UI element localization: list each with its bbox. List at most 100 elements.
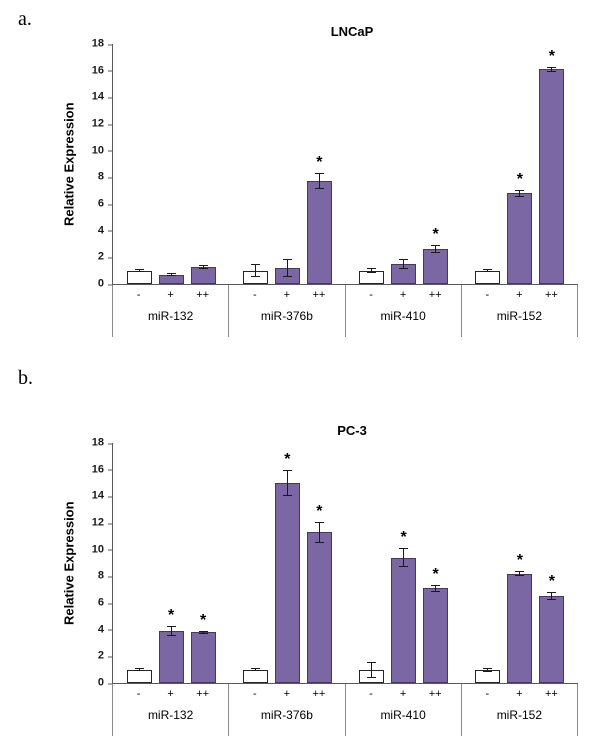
y-axis-title: Relative Expression: [61, 501, 77, 625]
bar-miR-152-1: [507, 573, 533, 683]
y-tick-label: 12: [91, 117, 113, 130]
condition-label: ++: [428, 688, 442, 700]
y-tick-label: 16: [91, 463, 113, 476]
panel-label-a: a.: [18, 8, 32, 30]
x-axis: - + ++ miR-132- + ++ miR-376b - + ++ miR-410- + ++ mi…: [112, 684, 578, 736]
y-tick-label: 2: [97, 649, 113, 662]
error-bar: [547, 592, 557, 601]
bar-miR-132-0: [126, 669, 152, 683]
y-tick-label: 0: [97, 277, 113, 290]
condition-row: - + ++: [113, 285, 228, 301]
error-bar: [367, 268, 377, 274]
y-tick-label: 10: [91, 144, 113, 157]
bar-group-miR-152: * *: [462, 443, 578, 683]
bar-miR-152-2: [539, 596, 565, 683]
error-bar: [250, 264, 260, 278]
x-group-miR-132: - + ++ miR-132: [112, 684, 228, 736]
condition-label: ++: [544, 289, 558, 301]
bar-miR-152-2: [539, 69, 565, 284]
y-tick-label: 14: [91, 489, 113, 502]
error-bar: [399, 548, 409, 567]
bar-slot: [242, 44, 268, 284]
y-tick-label: 6: [97, 197, 113, 210]
bar-group-miR-410: * *: [346, 443, 462, 683]
bar-miR-132-2: [190, 632, 216, 683]
bar-miR-410-2: [423, 249, 449, 284]
significance-asterisk: *: [284, 450, 291, 468]
y-tick-label: 2: [97, 250, 113, 263]
condition-row: - + ++: [346, 285, 461, 301]
condition-label: +: [516, 688, 523, 700]
y-tick-label: 8: [97, 569, 113, 582]
bar-miR-376b-2: [306, 532, 332, 683]
bar-slot: [190, 44, 216, 284]
bar-slot: *: [507, 443, 533, 683]
condition-label: -: [136, 289, 141, 301]
group-label: miR-376b: [260, 309, 313, 323]
group-label: miR-410: [380, 309, 426, 323]
condition-label: ++: [196, 688, 210, 700]
condition-label: +: [399, 688, 407, 700]
chart-body: Relative Expression 0 2 4 6 8 10 12 14 16 18 * * * *…: [58, 38, 590, 337]
condition-label: +: [516, 289, 523, 301]
error-bar: [515, 571, 525, 577]
group-label: miR-152: [496, 708, 543, 722]
condition-label: ++: [196, 289, 210, 301]
bar-miR-410-1: [391, 557, 417, 683]
bar-slot: *: [423, 44, 449, 284]
error-bar: [483, 667, 493, 672]
significance-asterisk: *: [200, 612, 207, 629]
condition-label: ++: [544, 688, 558, 700]
bar-slot: *: [158, 443, 184, 683]
plot: * * * * * * * *: [112, 443, 578, 684]
condition-label: +: [399, 289, 407, 301]
error-bar: [314, 173, 324, 190]
chart-pc3: PC-3 Relative Expression 0 2 4 6 8 10 12 14 16 18…: [10, 367, 590, 736]
error-bar: [166, 273, 176, 276]
bar-slot: [359, 44, 385, 284]
significance-asterisk: *: [316, 154, 323, 172]
panel-b: b. PC-3 Relative Expression 0 2 4 6 8 10 12 14 1…: [10, 367, 590, 736]
figure: a. LNCaP Relative Expression 0 2 4 6 8 10 12 14…: [10, 8, 590, 736]
error-bar: [198, 631, 208, 634]
y-tick-label: 0: [97, 676, 113, 689]
y-tick-label: 10: [91, 543, 113, 556]
bar-group-miR-152: * *: [462, 44, 578, 284]
condition-label: +: [283, 289, 291, 301]
x-group-miR-410: - + ++ miR-410: [344, 684, 461, 736]
condition-label: -: [369, 289, 373, 301]
condition-label: -: [485, 289, 490, 301]
condition-row: - + ++: [113, 684, 228, 700]
error-bar: [134, 269, 144, 272]
bar-miR-376b-2: [306, 181, 332, 284]
x-group-miR-152: - + ++ miR-152: [460, 684, 578, 736]
significance-asterisk: *: [516, 552, 523, 569]
bar-slot: [475, 443, 501, 683]
condition-label: +: [167, 688, 174, 700]
condition-label: -: [136, 688, 141, 700]
error-bar: [515, 190, 525, 197]
bar-miR-410-2: [423, 588, 449, 683]
condition-row: - + ++: [229, 285, 344, 301]
plot-area: * * * * * * * * - + ++ miR-132- + ++ miR-376b - + ++ miR-…: [112, 443, 578, 736]
condition-label: ++: [428, 289, 442, 301]
y-axis: 0 2 4 6 8 10 12 14 16 18: [80, 38, 113, 289]
error-bar: [314, 521, 324, 544]
error-bar: [282, 258, 292, 278]
error-bar: [547, 66, 557, 73]
bar-group-miR-376b: * *: [229, 443, 345, 683]
condition-row: - + ++: [346, 684, 461, 700]
error-bar: [250, 668, 260, 671]
bar-slot: *: [274, 443, 300, 683]
x-group-miR-410: - + ++ miR-410: [344, 285, 461, 337]
error-bar: [367, 661, 377, 678]
bar-slot: [242, 443, 268, 683]
group-label: miR-132: [147, 309, 194, 323]
bar-slot: *: [306, 443, 332, 683]
chart-title-pc3: PC-3: [337, 423, 367, 438]
group-label: miR-410: [380, 708, 426, 722]
error-bar: [198, 264, 208, 269]
y-tick-label: 14: [91, 90, 113, 103]
error-bar: [399, 259, 409, 270]
condition-label: ++: [312, 289, 326, 301]
